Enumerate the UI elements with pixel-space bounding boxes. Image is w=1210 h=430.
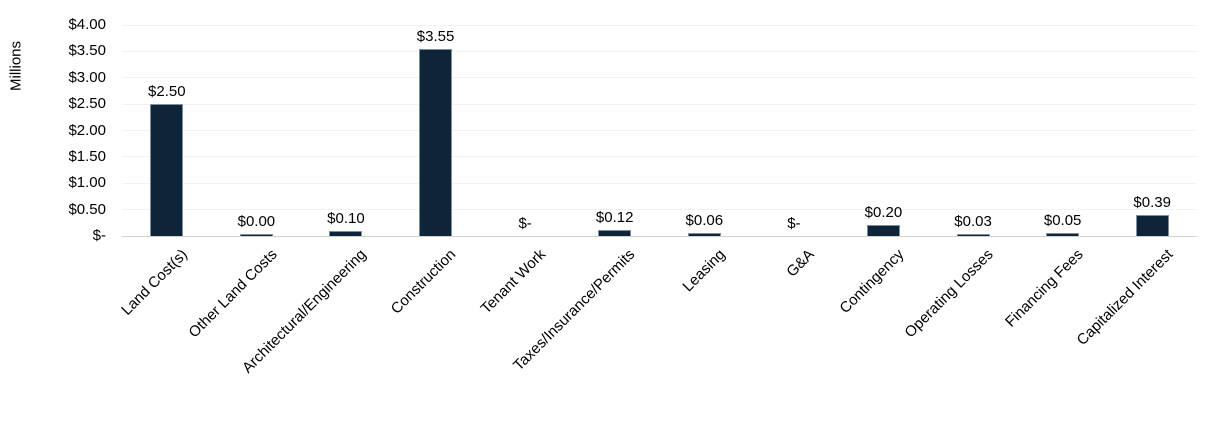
- value-label: $-: [518, 215, 532, 232]
- value-label: $0.06: [685, 211, 724, 229]
- value-label: $2.50: [148, 83, 186, 101]
- x-tick-label: Operating Losses: [901, 246, 998, 342]
- bar: [687, 232, 721, 236]
- gridline: [122, 209, 1197, 211]
- x-tick-label: Land Cost(s): [118, 246, 191, 319]
- gridline: [122, 103, 1197, 105]
- value-label: $0.39: [1133, 194, 1171, 212]
- gridline: [122, 156, 1197, 158]
- gridline: [122, 77, 1197, 79]
- gridline: [122, 130, 1197, 131]
- x-tick-label: Capitalized Interest: [1073, 246, 1177, 349]
- y-tick-label: $3.00: [68, 68, 106, 86]
- y-tick-label: $1.50: [68, 147, 106, 165]
- value-label: $3.55: [416, 27, 455, 45]
- bar: [956, 233, 990, 236]
- x-tick-label: Contingency: [836, 246, 908, 317]
- y-tick-label: $0.50: [68, 200, 106, 218]
- gridline: [122, 182, 1197, 184]
- value-label: $0.20: [864, 204, 903, 222]
- bar: [1135, 215, 1169, 236]
- bar: [419, 48, 453, 236]
- bar: [239, 233, 273, 236]
- y-tick-label: $3.50: [68, 42, 106, 60]
- y-tick-label: $4.00: [68, 16, 106, 33]
- x-tick-label: G&A: [783, 246, 818, 281]
- gridline: [122, 24, 1197, 26]
- y-tick-label: $2.50: [68, 95, 106, 113]
- bar: [598, 229, 632, 236]
- bar: [866, 225, 900, 236]
- value-label: $0.10: [327, 209, 365, 227]
- x-tick-label: Financing Fees: [1002, 246, 1087, 331]
- value-label: $0.03: [954, 212, 992, 230]
- value-label: $0.00: [237, 212, 276, 230]
- value-label: $-: [787, 215, 801, 232]
- x-axis-line: [122, 235, 1197, 237]
- x-tick-label: Construction: [387, 246, 460, 318]
- x-tick-label: Other Land Costs: [185, 246, 281, 342]
- bar: [1046, 233, 1080, 236]
- x-tick-label: Tenant Work: [477, 246, 550, 318]
- value-label: $0.12: [595, 208, 634, 226]
- bar: [150, 104, 184, 236]
- gridline: [122, 50, 1197, 52]
- y-tick-label: $-: [92, 227, 106, 244]
- x-tick-label: Leasing: [679, 246, 729, 296]
- bar: [329, 230, 363, 236]
- y-tick-label: $1.00: [68, 174, 106, 192]
- y-tick-label: $2.00: [68, 121, 106, 139]
- value-label: $0.05: [1043, 212, 1082, 230]
